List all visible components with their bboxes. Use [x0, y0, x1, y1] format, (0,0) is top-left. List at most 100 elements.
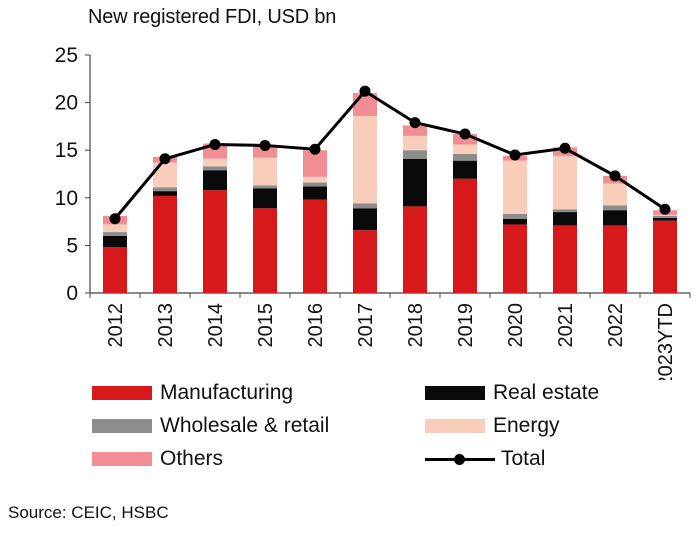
bar-segment-others — [253, 145, 277, 158]
bar-segment-manufacturing — [553, 225, 577, 293]
x-tick-label: 2015 — [255, 303, 277, 348]
bar-segment-energy — [503, 160, 527, 214]
legend-item-manufacturing: Manufacturing — [92, 380, 293, 406]
bar-segment-manufacturing — [203, 190, 227, 293]
total-marker — [559, 142, 571, 154]
bar-segment-real-estate — [153, 191, 177, 196]
x-tick-label: 2012 — [105, 303, 127, 348]
y-tick-label: 15 — [55, 139, 78, 162]
x-tick-label: 2013 — [155, 303, 177, 348]
legend-item-total: Total — [425, 446, 545, 472]
legend-label-total: Total — [501, 447, 546, 470]
x-tick-label: 2016 — [305, 303, 327, 348]
total-marker — [409, 117, 421, 129]
bar-segment-wholesale-retail — [203, 166, 227, 171]
bar-segment-manufacturing — [103, 247, 127, 293]
stacked-bar-chart: 0 5 10 15 20 25 2012 2013 2014 2015 2016 2017 2018 20… — [55, 44, 691, 380]
total-marker — [159, 153, 171, 165]
legend-swatch-others — [92, 452, 152, 466]
x-tick-label: 2020 — [505, 303, 527, 348]
bar-segment-real-estate — [103, 235, 127, 248]
legend-item-energy: Energy — [425, 413, 560, 439]
bar-segment-wholesale-retail — [653, 215, 677, 218]
legend-swatch-energy — [425, 419, 485, 433]
bar-segment-manufacturing — [403, 206, 427, 293]
legend-label-wholesale-retail: Wholesale & retail — [160, 414, 330, 437]
bar-segment-energy — [203, 158, 227, 167]
total-marker — [309, 143, 321, 155]
bar-segment-real-estate — [653, 217, 677, 221]
total-marker — [109, 213, 121, 225]
y-tick-label: 5 — [66, 234, 78, 257]
bar-segment-manufacturing — [353, 230, 377, 293]
legend-item-wholesale-retail: Wholesale & retail — [92, 413, 329, 439]
total-marker — [359, 85, 371, 97]
bar-segment-real-estate — [253, 188, 277, 209]
legend-item-real-estate: Real estate — [425, 380, 599, 406]
bar-segment-wholesale-retail — [453, 154, 477, 161]
x-tick-label: 2017 — [355, 303, 377, 348]
bar-segment-wholesale-retail — [353, 203, 377, 209]
legend-swatch-real-estate — [425, 386, 485, 400]
bar-segment-wholesale-retail — [503, 213, 527, 219]
total-marker — [459, 128, 471, 140]
x-tick-label: 2023YTD — [655, 303, 677, 380]
x-tick-label: 2021 — [555, 303, 577, 348]
x-tick-label: 2014 — [205, 303, 227, 348]
bar-segment-wholesale-retail — [303, 182, 327, 187]
bar-segment-wholesale-retail — [103, 232, 127, 236]
bar-segment-manufacturing — [253, 208, 277, 293]
legend-label-manufacturing: Manufacturing — [160, 381, 294, 404]
y-tick-label: 20 — [55, 92, 78, 115]
bar-segment-energy — [603, 183, 627, 206]
bar-segment-wholesale-retail — [253, 185, 277, 189]
bar-segment-energy — [303, 176, 327, 183]
bar-segment-energy — [153, 162, 177, 188]
legend-label-energy: Energy — [493, 414, 560, 437]
x-tick-label: 2018 — [405, 303, 427, 348]
bar-segment-real-estate — [603, 210, 627, 226]
y-tick-label: 10 — [55, 187, 78, 210]
total-marker — [659, 203, 671, 215]
legend-swatch-manufacturing — [92, 386, 152, 400]
bar-segment-manufacturing — [603, 225, 627, 293]
total-marker — [509, 149, 521, 161]
bar-segment-wholesale-retail — [403, 150, 427, 159]
total-marker — [259, 139, 271, 151]
bar-segment-energy — [653, 214, 677, 216]
total-marker — [209, 138, 221, 150]
legend-swatch-total — [425, 452, 495, 466]
bar-segment-manufacturing — [653, 220, 677, 293]
bar-segment-real-estate — [203, 170, 227, 191]
x-tick-label: 2019 — [455, 303, 477, 348]
bar-segment-energy — [453, 144, 477, 155]
bar-segment-manufacturing — [303, 199, 327, 293]
bar-segment-manufacturing — [453, 178, 477, 293]
bar-segment-real-estate — [303, 186, 327, 200]
y-tick-label: 25 — [55, 44, 78, 67]
legend-label-real-estate: Real estate — [493, 381, 600, 404]
x-tick-label: 2022 — [605, 303, 627, 348]
y-tick-label: 0 — [66, 282, 78, 305]
bar-segment-real-estate — [503, 218, 527, 225]
total-marker — [609, 170, 621, 182]
bar-segment-manufacturing — [153, 195, 177, 293]
legend: Manufacturing Wholesale & retail Others … — [92, 380, 652, 480]
bar-segment-energy — [353, 115, 377, 204]
bar-segment-others — [403, 125, 427, 136]
bar-segment-energy — [103, 224, 127, 233]
source-note: Source: CEIC, HSBC — [8, 503, 169, 522]
bar-segment-real-estate — [453, 160, 477, 179]
bar-segment-energy — [403, 135, 427, 151]
bar-segment-wholesale-retail — [603, 205, 627, 211]
total-line — [113, 89, 666, 220]
bar-segment-wholesale-retail — [153, 187, 177, 192]
bar-segment-real-estate — [553, 212, 577, 226]
bar-segment-manufacturing — [503, 224, 527, 293]
legend-label-others: Others — [160, 447, 224, 470]
bar-segment-real-estate — [403, 158, 427, 207]
bar-segment-energy — [253, 157, 277, 186]
chart-title: New registered FDI, USD bn — [88, 6, 337, 28]
legend-item-others: Others — [92, 446, 223, 472]
bar-segment-energy — [553, 155, 577, 210]
